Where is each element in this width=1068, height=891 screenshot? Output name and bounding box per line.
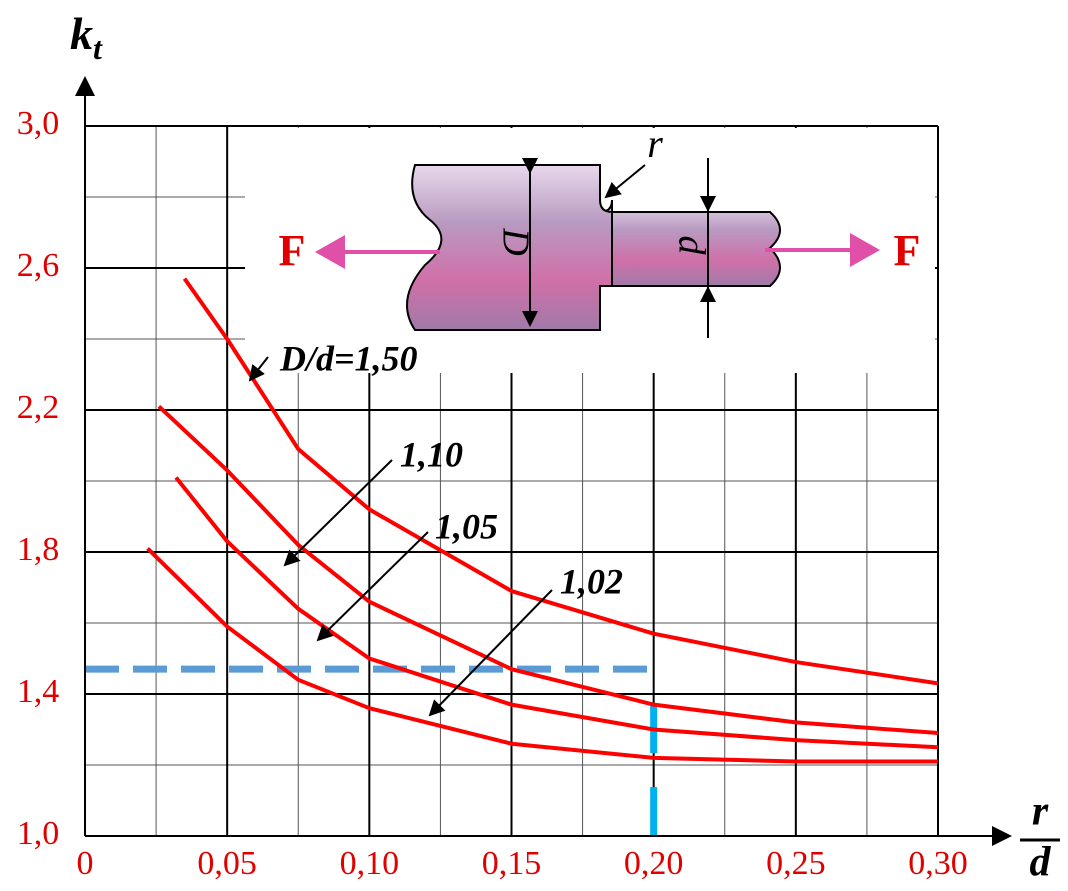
y-tick-label: 1,8 — [17, 531, 60, 568]
d-label: d — [670, 236, 712, 256]
series-label: D/d=1,50 — [279, 338, 418, 378]
D-label: D — [494, 227, 536, 255]
x-tick-label: 0,25 — [766, 845, 826, 882]
series-label: 1,05 — [435, 506, 498, 546]
y-tick-label: 2,6 — [17, 247, 60, 284]
x-tick-label: 0 — [77, 845, 94, 882]
fillet-label: r — [647, 121, 663, 166]
series-label: 1,02 — [560, 561, 623, 601]
x-tick-label: 0,10 — [340, 845, 400, 882]
y-tick-label: 1,0 — [17, 815, 60, 852]
y-axis-label: kt — [70, 8, 103, 67]
chart: D/d=1,50 1,10 1,05 1,02 F F r D d kt r d 0 0… — [0, 0, 1068, 891]
page: {"chart_data": {"type": "line", "y_label… — [0, 0, 1068, 891]
x-axis-label-denominator: d — [1030, 840, 1052, 886]
x-tick-label: 0,15 — [482, 845, 542, 882]
y-tick-label: 1,4 — [17, 673, 60, 710]
force-label: F — [279, 226, 306, 275]
curve — [159, 406, 938, 733]
x-tick-label: 0,30 — [908, 845, 968, 882]
series-label: 1,10 — [400, 434, 463, 474]
y-axis-label-sub: t — [93, 30, 103, 66]
force-label: F — [894, 226, 921, 275]
x-tick-label: 0,20 — [624, 845, 684, 882]
curve — [176, 477, 938, 747]
x-tick-label: 0,05 — [197, 845, 257, 882]
y-axis-label-main: k — [70, 8, 93, 59]
x-axis-label-numerator: r — [1032, 789, 1049, 835]
y-tick-label: 3,0 — [17, 105, 60, 142]
y-tick-label: 2,2 — [17, 389, 60, 426]
